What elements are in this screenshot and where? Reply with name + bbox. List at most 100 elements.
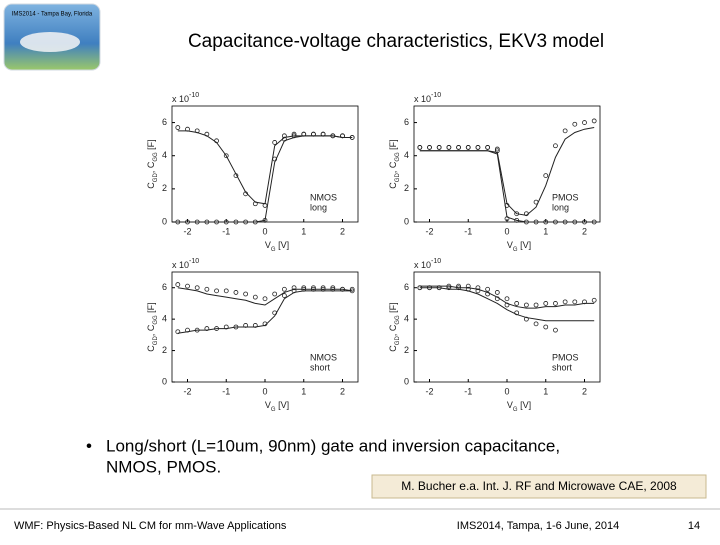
scale-exponent: -10 xyxy=(431,92,441,99)
model-line xyxy=(419,285,595,309)
scale-base: x 10 xyxy=(414,94,431,104)
data-point xyxy=(175,329,181,335)
model-line xyxy=(419,150,595,223)
logo-text: IMS2014 - Tampa Bay, Florida xyxy=(12,12,93,18)
x-label-part: V xyxy=(265,400,271,410)
y-label-part: , C xyxy=(388,161,398,173)
data-point xyxy=(427,145,432,150)
y-label-part: C xyxy=(146,345,156,352)
x-axis-label: VG [V] xyxy=(507,240,531,252)
y-tick-label: 0 xyxy=(404,216,409,226)
x-label-part: G xyxy=(513,247,518,253)
annotation: PMOS xyxy=(552,352,579,362)
y-tick-label: 4 xyxy=(404,150,409,160)
model-line xyxy=(177,290,353,334)
data-point xyxy=(214,288,219,294)
bullet-line: NMOS, PMOS. xyxy=(106,457,221,476)
x-tick-label: -2 xyxy=(425,226,433,236)
data-point xyxy=(543,301,549,306)
data-point xyxy=(243,291,249,297)
scale-exponent: -10 xyxy=(431,258,441,265)
x-label-part: G xyxy=(271,407,276,413)
y-label-part: C xyxy=(146,182,156,189)
y-label-part: GD xyxy=(395,173,401,183)
x-tick-label: 1 xyxy=(301,386,306,396)
data-point xyxy=(252,294,258,300)
data-point xyxy=(543,173,549,179)
y-label-part: [F] xyxy=(388,139,398,152)
y-tick-label: 6 xyxy=(162,117,167,127)
logo: IMS2014 - Tampa Bay, Florida xyxy=(3,3,101,71)
y-label-part: GG xyxy=(395,152,401,162)
y-label-part: C xyxy=(388,345,398,352)
x-label-part: [V] xyxy=(276,240,290,250)
y-tick-label: 6 xyxy=(162,282,167,292)
y-label-part: GG xyxy=(153,315,159,325)
y-tick-label: 2 xyxy=(162,345,167,355)
data-point xyxy=(553,327,558,333)
data-point xyxy=(553,301,558,306)
y-axis-label: CGD, CGG [F] xyxy=(146,302,158,351)
x-tick-label: 2 xyxy=(582,226,587,236)
scale-label: x 10-10 xyxy=(414,258,441,271)
slide-title: Capacitance-voltage characteristics, EKV… xyxy=(188,31,604,52)
data-point xyxy=(543,324,549,330)
annotation: short xyxy=(552,362,573,372)
x-tick-label: -2 xyxy=(183,386,191,396)
y-label-part: [F] xyxy=(388,302,398,315)
y-label-part: C xyxy=(388,182,398,189)
x-tick-label: -1 xyxy=(222,226,230,236)
data-point xyxy=(175,125,181,130)
annotation: PMOS xyxy=(552,192,579,202)
y-label-part: , C xyxy=(146,161,156,173)
annotation: long xyxy=(310,202,327,212)
data-point xyxy=(272,140,278,145)
x-tick-label: 0 xyxy=(504,226,509,236)
annotation: NMOS xyxy=(310,352,337,362)
data-point xyxy=(533,302,539,308)
data-point xyxy=(485,145,491,150)
y-label-part: GG xyxy=(153,152,159,162)
x-tick-label: 2 xyxy=(582,386,587,396)
data-point xyxy=(233,290,239,295)
data-point xyxy=(175,282,181,287)
data-point xyxy=(591,118,597,124)
x-tick-label: 2 xyxy=(340,226,345,236)
y-tick-label: 4 xyxy=(162,314,167,324)
y-tick-label: 0 xyxy=(162,376,167,386)
y-tick-label: 0 xyxy=(404,376,409,386)
data-point xyxy=(475,145,481,150)
scale-label: x 10-10 xyxy=(414,92,441,105)
y-tick-label: 6 xyxy=(404,282,409,292)
data-point xyxy=(572,121,578,127)
x-tick-label: -1 xyxy=(222,386,230,396)
data-point xyxy=(417,145,423,150)
x-axis-label: VG [V] xyxy=(265,240,289,252)
y-tick-label: 4 xyxy=(162,150,167,160)
y-label-part: GG xyxy=(395,315,401,325)
y-label-part: , C xyxy=(388,324,398,336)
scale-exponent: -10 xyxy=(189,92,199,99)
footer-left: WMF: Physics-Based NL CM for mm-Wave App… xyxy=(14,520,287,532)
data-point xyxy=(494,146,500,152)
y-axis-label: CGD, CGG [F] xyxy=(388,139,400,188)
data-point xyxy=(523,302,529,308)
model-line xyxy=(177,287,353,306)
annotation: NMOS xyxy=(310,192,337,202)
data-point xyxy=(456,145,461,150)
scale-exponent: -10 xyxy=(189,258,199,265)
x-label-part: [V] xyxy=(518,240,532,250)
x-label-part: V xyxy=(507,240,513,250)
y-label-part: GD xyxy=(153,336,159,346)
data-point xyxy=(223,153,229,159)
scale-base: x 10 xyxy=(414,260,431,270)
plot-frame xyxy=(171,271,359,383)
x-tick-label: -2 xyxy=(183,226,191,236)
y-tick-label: 2 xyxy=(404,345,409,355)
x-tick-label: -2 xyxy=(425,386,433,396)
data-point xyxy=(504,296,510,302)
